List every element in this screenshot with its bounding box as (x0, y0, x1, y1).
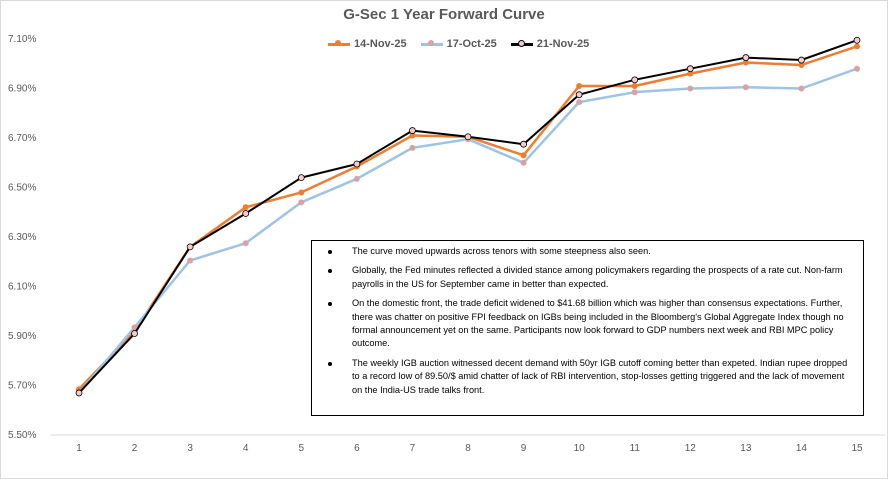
y-tick-label: 6.50% (8, 183, 36, 194)
x-tick-label: 5 (299, 443, 305, 454)
series-point-17-oct-25 (354, 176, 360, 182)
series-point-21-nov-25 (465, 134, 471, 140)
series-point-17-oct-25 (854, 66, 860, 72)
x-tick-label: 13 (740, 443, 752, 454)
x-tick-label: 12 (685, 443, 697, 454)
y-tick-label: 5.90% (8, 331, 36, 342)
x-tick-label: 15 (851, 443, 863, 454)
series-point-14-nov-25 (521, 152, 527, 158)
series-point-21-nov-25 (521, 141, 527, 147)
series-point-17-oct-25 (743, 84, 749, 90)
series-point-21-nov-25 (576, 92, 582, 98)
series-point-21-nov-25 (687, 66, 693, 72)
series-point-14-nov-25 (854, 43, 860, 49)
series-point-21-nov-25 (409, 128, 415, 134)
y-tick-label: 6.30% (8, 232, 36, 243)
commentary-bullet: Globally, the Fed minutes reflected a di… (352, 264, 855, 291)
series-point-21-nov-25 (632, 77, 638, 83)
series-point-21-nov-25 (354, 161, 360, 167)
series-point-17-oct-25 (243, 240, 249, 246)
x-tick-label: 14 (796, 443, 808, 454)
x-tick-label: 6 (354, 443, 360, 454)
x-tick-label: 2 (132, 443, 138, 454)
series-point-21-nov-25 (132, 331, 138, 337)
series-point-21-nov-25 (76, 390, 82, 396)
series-point-17-oct-25 (798, 86, 804, 92)
series-point-17-oct-25 (687, 86, 693, 92)
series-point-17-oct-25 (576, 99, 582, 105)
commentary-box: The curve moved upwards across tenors wi… (311, 240, 864, 416)
x-tick-label: 8 (465, 443, 471, 454)
series-point-17-oct-25 (409, 145, 415, 151)
series-point-14-nov-25 (298, 189, 304, 195)
series-point-21-nov-25 (187, 244, 193, 250)
commentary-bullet: The curve moved upwards across tenors wi… (352, 245, 855, 258)
x-tick-label: 10 (574, 443, 586, 454)
series-point-17-oct-25 (187, 258, 193, 264)
commentary-bullet: On the domestic front, the trade deficit… (352, 297, 855, 351)
series-point-17-oct-25 (298, 199, 304, 205)
series-point-17-oct-25 (521, 160, 527, 166)
series-point-14-nov-25 (243, 204, 249, 210)
series-point-21-nov-25 (298, 175, 304, 181)
series-point-21-nov-25 (243, 210, 249, 216)
series-point-14-nov-25 (576, 83, 582, 89)
x-tick-label: 7 (410, 443, 416, 454)
commentary-bullet: The weekly IGB auction witnessed decent … (352, 357, 855, 397)
y-tick-label: 5.70% (8, 381, 36, 392)
series-point-14-nov-25 (632, 83, 638, 89)
x-tick-label: 1 (76, 443, 82, 454)
x-tick-label: 3 (187, 443, 193, 454)
y-tick-label: 5.50% (8, 430, 36, 441)
y-tick-label: 6.90% (8, 84, 36, 95)
series-point-21-nov-25 (798, 57, 804, 63)
series-point-21-nov-25 (854, 37, 860, 43)
y-tick-label: 6.70% (8, 133, 36, 144)
y-tick-label: 6.10% (8, 282, 36, 293)
y-tick-label: 7.10% (8, 34, 36, 45)
x-tick-label: 11 (630, 443, 641, 454)
x-tick-label: 4 (243, 443, 249, 454)
series-point-21-nov-25 (743, 55, 749, 61)
x-tick-label: 9 (521, 443, 527, 454)
series-point-17-oct-25 (632, 89, 638, 95)
